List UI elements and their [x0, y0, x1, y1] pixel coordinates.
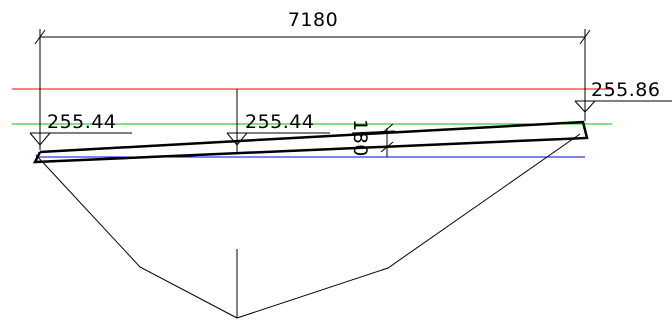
- thickness-extension: [351, 130, 396, 134]
- lower-bracing: [35, 133, 581, 319]
- dimension-tick-left: [34, 29, 46, 45]
- dimension-tick-right: [579, 29, 591, 45]
- thickness-label: 180: [349, 119, 371, 157]
- overall-dimension: 7180: [34, 9, 591, 150]
- thickness-tick-top: [380, 123, 394, 135]
- level-marker-right: 255.86: [574, 79, 672, 113]
- level-middle-label: 255.44: [245, 111, 314, 133]
- level-triangle-right: [574, 100, 596, 113]
- slab-outline: [32, 120, 589, 164]
- level-triangle-left: [29, 132, 51, 146]
- thickness-dimension: 180: [349, 119, 396, 157]
- sloped-slab: [32, 120, 589, 164]
- thickness-tick-bottom: [380, 141, 394, 153]
- level-right-label: 255.86: [591, 79, 660, 101]
- level-marker-left: 255.44: [29, 111, 132, 146]
- level-left-label: 255.44: [47, 111, 116, 133]
- overall-width-label: 7180: [288, 9, 338, 31]
- level-marker-middle: 255.44: [226, 111, 330, 146]
- level-triangle-middle: [226, 132, 248, 146]
- left-brace: [35, 154, 238, 319]
- right-brace: [236, 133, 581, 319]
